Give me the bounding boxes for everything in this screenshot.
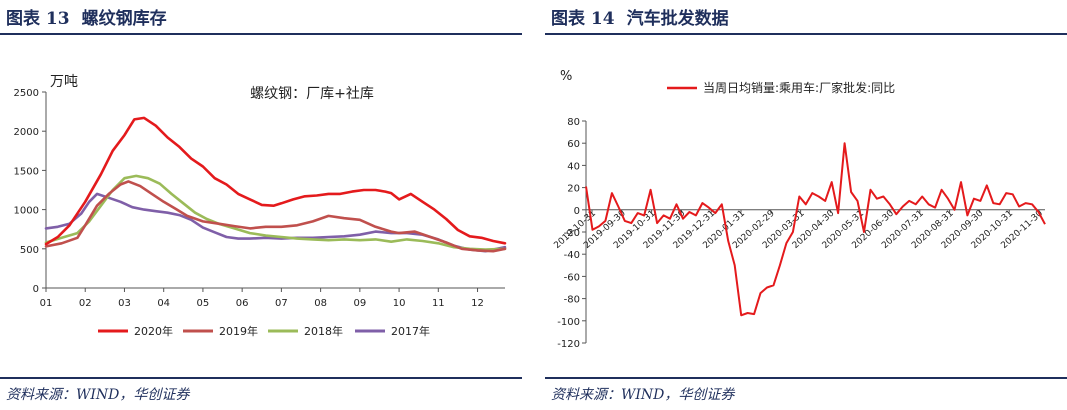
y-tick-label: -40 bbox=[564, 250, 580, 261]
x-tick-label: 11 bbox=[432, 298, 445, 309]
y-tick-label: -100 bbox=[557, 317, 580, 328]
y-tick-label: -60 bbox=[564, 272, 580, 283]
figure-14-panel: 图表 14 汽车批发数据 % 当周日均销量:乘用车:厂家批发:同比 -120 -100 -… bbox=[545, 0, 1067, 410]
figure-14-source: 资料来源：WIND，华创证券 bbox=[551, 387, 735, 403]
auto-wholesale-chart: % 当周日均销量:乘用车:厂家批发:同比 -120 -100 -80 -60 -40 -20 0… bbox=[552, 69, 1046, 350]
figure-13-bottom-rule bbox=[0, 377, 522, 379]
x-tick-label: 01 bbox=[40, 298, 53, 309]
x-tick-label: 07 bbox=[275, 298, 288, 309]
figure-14-title: 汽车批发数据 bbox=[626, 9, 729, 29]
x-tick-label: 10 bbox=[393, 298, 406, 309]
series-line-2020年 bbox=[44, 116, 507, 246]
x-tick-label: 08 bbox=[314, 298, 327, 309]
y-tick-label: -20 bbox=[564, 228, 580, 239]
y-axis-unit: 万吨 bbox=[50, 74, 78, 90]
legend-label: 2019年 bbox=[219, 324, 258, 338]
y-tick-label: 1000 bbox=[14, 206, 39, 217]
y-tick-label: 20 bbox=[567, 184, 580, 195]
y-tick-label: 0 bbox=[33, 284, 39, 295]
series-line-yoy bbox=[585, 142, 1046, 317]
y-tick-label: 500 bbox=[20, 245, 39, 256]
figure-14-label: 图表 14 bbox=[551, 9, 615, 29]
figure-13-title: 螺纹钢库存 bbox=[81, 9, 167, 29]
y-tick-label: 60 bbox=[567, 139, 580, 150]
x-tick-label: 12 bbox=[471, 298, 484, 309]
figure-14-heading: 图表 14 汽车批发数据 bbox=[551, 4, 741, 29]
y-axis-unit: % bbox=[560, 69, 572, 84]
figure-14-bottom-rule bbox=[545, 377, 1067, 379]
x-tick-label: 05 bbox=[197, 298, 210, 309]
figure-13-panel: 图表 13 螺纹钢库存 万吨螺纹钢：厂库+社库 0 500 1000 1500 2000 25… bbox=[0, 0, 522, 410]
figure-13-source: 资料来源：WIND，华创证券 bbox=[6, 387, 190, 403]
figure-13-label: 图表 13 bbox=[6, 9, 70, 29]
x-tick-label: 09 bbox=[353, 298, 366, 309]
figure-14-top-rule bbox=[545, 33, 1067, 35]
x-tick-label: 06 bbox=[236, 298, 249, 309]
legend-label: 当周日均销量:乘用车:厂家批发:同比 bbox=[703, 80, 895, 95]
y-tick-label: 80 bbox=[567, 117, 580, 128]
series-line-2019年 bbox=[44, 180, 507, 253]
y-tick-label: -80 bbox=[564, 295, 580, 306]
x-tick-label: 03 bbox=[118, 298, 131, 309]
figure-13-top-rule bbox=[0, 33, 522, 35]
y-tick-label: 2500 bbox=[14, 88, 39, 99]
legend-label: 2018年 bbox=[304, 324, 343, 338]
chart-title: 螺纹钢：厂库+社库 bbox=[250, 86, 374, 102]
y-tick-label: 0 bbox=[574, 206, 580, 217]
x-tick-label: 04 bbox=[157, 298, 170, 309]
y-tick-label: 1500 bbox=[14, 166, 39, 177]
y-tick-label: 2000 bbox=[14, 127, 39, 138]
legend-label: 2020年 bbox=[134, 324, 173, 338]
y-tick-label: -120 bbox=[557, 339, 580, 350]
x-tick-label: 02 bbox=[79, 298, 92, 309]
figure-13-heading: 图表 13 螺纹钢库存 bbox=[6, 4, 179, 29]
legend-label: 2017年 bbox=[391, 324, 430, 338]
y-tick-label: 40 bbox=[567, 161, 580, 172]
